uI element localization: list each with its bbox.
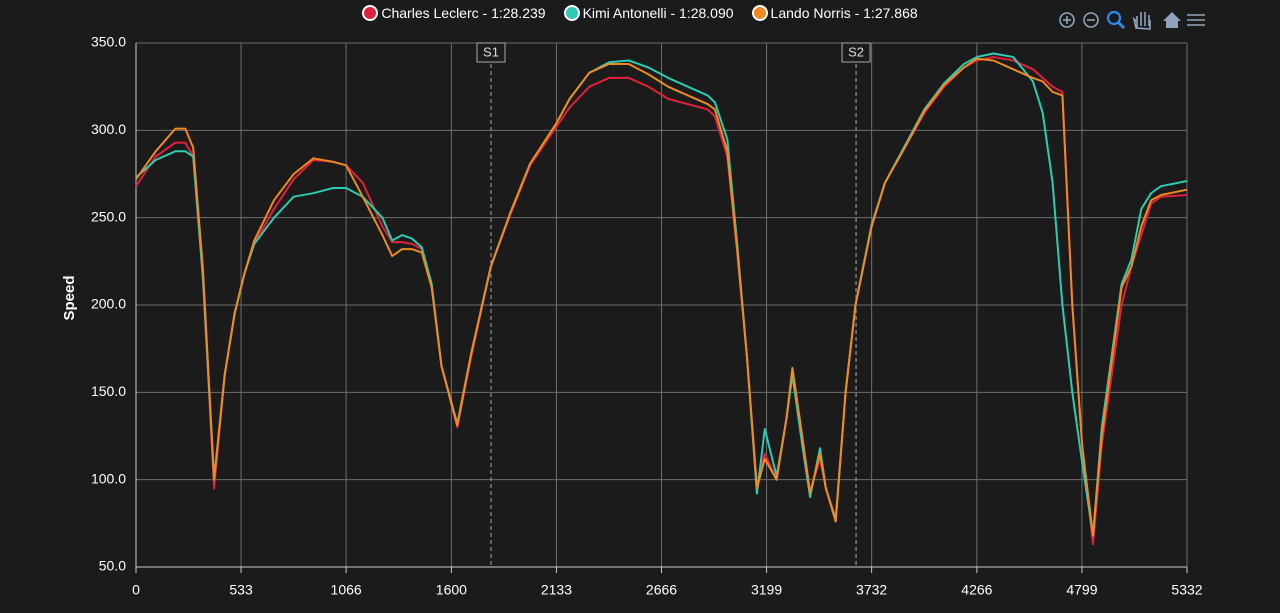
x-tick-label: 0 <box>132 582 140 598</box>
x-tick-label: 2666 <box>646 582 677 598</box>
menu-button[interactable] <box>1187 14 1205 26</box>
sector-label-box <box>476 42 506 63</box>
y-tick-label: 100.0 <box>91 470 126 486</box>
y-tick-label: 200.0 <box>91 296 126 312</box>
x-tick-label: 4266 <box>961 582 992 598</box>
legend-label: Kimi Antonelli - 1:28.090 <box>582 5 734 21</box>
y-tick-label: 350.0 <box>91 34 126 50</box>
sector-label: S2 <box>848 44 864 59</box>
x-tick-label: 533 <box>229 582 253 598</box>
legend-item[interactable]: Lando Norris - 1:27.868 <box>751 5 918 21</box>
legend: Charles Leclerc - 1:28.239 Kimi Antonelli… <box>0 5 1280 21</box>
legend-label: Charles Leclerc - 1:28.239 <box>381 5 546 21</box>
zoom-in-button[interactable] <box>1059 12 1075 28</box>
series-line <box>135 57 1188 537</box>
sector-label: S1 <box>483 44 499 59</box>
series-line <box>135 52 1188 537</box>
x-tick-label: 4799 <box>1066 582 1097 598</box>
legend-marker <box>362 5 379 21</box>
legend-item[interactable]: Charles Leclerc - 1:28.239 <box>362 5 546 21</box>
reset-button[interactable] <box>1163 12 1181 28</box>
y-tick-label: 50.0 <box>99 558 126 574</box>
legend-item[interactable]: Kimi Antonelli - 1:28.090 <box>563 5 734 21</box>
sector-label-box <box>841 42 871 63</box>
y-tick-label: 300.0 <box>91 121 126 137</box>
y-axis-label: Speed <box>61 275 78 320</box>
legend-marker <box>563 5 580 21</box>
selection-zoom-button[interactable] <box>1106 10 1126 30</box>
x-tick-label: 2133 <box>541 582 572 598</box>
x-tick-label: 3732 <box>856 582 887 598</box>
legend-marker <box>751 5 768 21</box>
x-tick-label: 1600 <box>436 582 467 598</box>
series-line <box>135 56 1188 546</box>
x-tick-label: 5332 <box>1171 582 1202 598</box>
legend-label: Lando Norris - 1:27.868 <box>770 5 918 21</box>
toolbar <box>1059 10 1205 30</box>
pan-button[interactable] <box>1132 12 1151 30</box>
zoom-out-button[interactable] <box>1083 12 1099 28</box>
y-tick-label: 250.0 <box>91 208 126 224</box>
y-tick-label: 150.0 <box>91 383 126 399</box>
x-tick-label: 3199 <box>751 582 782 598</box>
x-tick-label: 1066 <box>331 582 362 598</box>
